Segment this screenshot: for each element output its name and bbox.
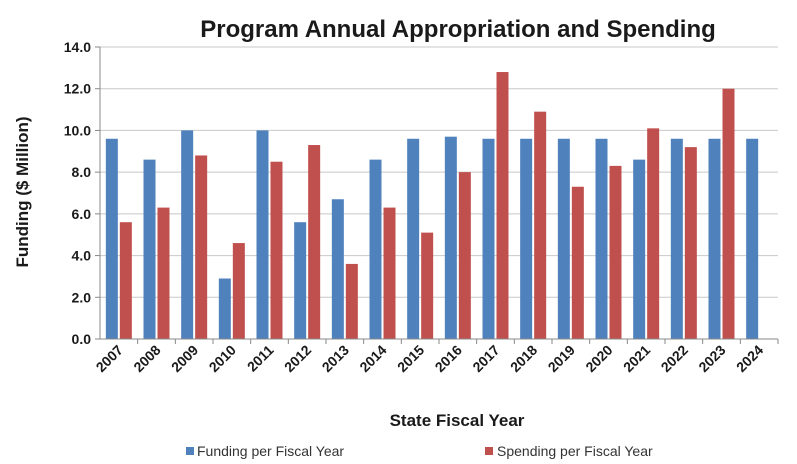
- funding-bar-2015: [407, 138, 420, 339]
- funding-bar-2012: [294, 222, 307, 339]
- bars: [105, 72, 759, 340]
- spending-bar-2016: [458, 172, 471, 339]
- spending-bar-2014: [383, 207, 396, 339]
- y-axis-title: Funding ($ Million): [13, 116, 32, 267]
- funding-bar-2013: [331, 199, 344, 339]
- spending-bar-2009: [195, 155, 208, 339]
- x-tick-label: 2024: [733, 342, 766, 375]
- x-tick-label: 2016: [432, 342, 465, 375]
- y-tick-label: 2.0: [72, 289, 92, 305]
- y-tick-label: 0.0: [72, 331, 92, 347]
- funding-bar-2019: [557, 138, 570, 339]
- axes: [95, 46, 779, 344]
- funding-bar-2008: [143, 159, 156, 339]
- spending-bar-2019: [571, 186, 584, 339]
- x-tick-label: 2009: [168, 342, 201, 375]
- legend-label: Funding per Fiscal Year: [197, 443, 344, 459]
- funding-bar-2021: [633, 159, 646, 339]
- x-tick-label: 2015: [394, 342, 427, 375]
- y-tick-label: 6.0: [72, 206, 92, 222]
- gridlines: [100, 46, 778, 298]
- spending-bar-2017: [496, 72, 509, 340]
- spending-bar-2008: [157, 207, 170, 339]
- x-tick-label: 2019: [545, 342, 578, 375]
- x-tick-label: 2022: [658, 342, 691, 375]
- x-tick-labels: 2007 2008 2009 2010 2011 2012 2013 2014 2015 2016…: [93, 342, 767, 375]
- legend-label: Spending per Fiscal Year: [497, 443, 653, 459]
- x-tick-label: 2010: [206, 342, 239, 375]
- x-tick-label: 2008: [130, 342, 163, 375]
- x-tick-label: 2013: [319, 342, 352, 375]
- spending-bar-2015: [421, 232, 434, 339]
- legend-swatch: [485, 447, 493, 455]
- x-tick-label: 2012: [281, 342, 314, 375]
- x-tick-label: 2018: [507, 342, 540, 375]
- x-axis-title: State Fiscal Year: [390, 411, 525, 430]
- y-tick-label: 10.0: [64, 122, 91, 138]
- spending-bar-2018: [534, 111, 547, 340]
- funding-bar-2018: [520, 138, 533, 339]
- legend: Funding per Fiscal Year Spending per Fisc…: [186, 443, 653, 459]
- spending-bar-2011: [270, 161, 283, 339]
- spending-bar-2021: [647, 128, 660, 339]
- spending-bar-2020: [609, 165, 622, 339]
- funding-bar-2011: [256, 130, 269, 339]
- funding-bar-2010: [218, 278, 231, 339]
- funding-bar-2020: [595, 138, 608, 339]
- x-tick-label: 2023: [695, 342, 728, 375]
- funding-bar-2016: [444, 136, 457, 339]
- y-tick-label: 8.0: [72, 164, 92, 180]
- funding-bar-2014: [369, 159, 382, 339]
- spending-bar-2013: [345, 263, 358, 339]
- spending-bar-2022: [684, 147, 697, 339]
- funding-bar-2009: [181, 130, 194, 339]
- spending-bar-2012: [308, 145, 321, 339]
- y-tick-label: 14.0: [64, 39, 91, 55]
- spending-bar-2023: [722, 88, 735, 339]
- funding-bar-2022: [670, 138, 683, 339]
- y-tick-labels: 0.0 2.0 4.0 6.0 8.0 10.0 12.0 14.0: [64, 39, 91, 347]
- funding-bar-2017: [482, 138, 495, 339]
- funding-bar-2023: [708, 138, 721, 339]
- x-tick-label: 2011: [244, 342, 277, 375]
- x-tick-label: 2021: [620, 342, 653, 375]
- spending-bar-2010: [232, 243, 245, 339]
- chart-title: Program Annual Appropriation and Spendin…: [200, 16, 716, 43]
- legend-swatch: [186, 447, 194, 455]
- x-tick-label: 2014: [356, 342, 389, 375]
- y-tick-label: 12.0: [64, 81, 91, 97]
- spending-bar-2007: [119, 222, 132, 339]
- x-tick-label: 2007: [93, 342, 126, 375]
- x-tick-label: 2017: [469, 342, 502, 375]
- x-tick-label: 2020: [582, 342, 615, 375]
- funding-bar-2024: [746, 138, 759, 339]
- funding-bar-2007: [105, 138, 118, 339]
- y-tick-label: 4.0: [72, 248, 92, 264]
